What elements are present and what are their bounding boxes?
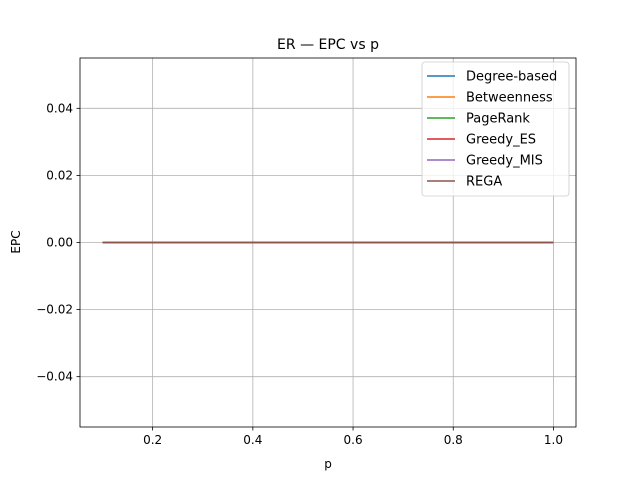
x-axis-label: p [324,457,332,471]
legend-label-degree-based: Degree-based [466,70,557,85]
x-tick-label: 0.4 [243,433,262,447]
legend-label-betweenness: Betweenness [466,91,553,106]
legend-label-rega: REGA [466,175,502,190]
chart-title: ER — EPC vs p [277,37,379,53]
y-axis-label: EPC [9,230,23,253]
legend-box [421,61,570,197]
y-tick-label: −0.02 [36,303,73,317]
y-tick-label: 0.02 [46,168,73,182]
y-axis-ticks: −0.04 −0.02 0.00 0.02 0.04 [36,101,80,384]
legend: Degree-based Betweenness PageRank Greedy_ES… [421,61,570,197]
legend-label-greedy-es: Greedy_ES [466,133,536,148]
x-tick-label: 0.6 [344,433,363,447]
x-tick-label: 1.0 [544,433,563,447]
legend-label-pagerank: PageRank [466,112,530,127]
legend-label-greedy-mis: Greedy_MIS [466,154,543,169]
y-tick-label: 0.00 [46,236,73,250]
x-axis-ticks: 0.2 0.4 0.6 0.8 1.0 [143,427,563,447]
x-tick-label: 0.8 [444,433,463,447]
y-tick-label: 0.04 [46,101,73,115]
y-tick-label: −0.04 [36,370,73,384]
x-tick-label: 0.2 [143,433,162,447]
